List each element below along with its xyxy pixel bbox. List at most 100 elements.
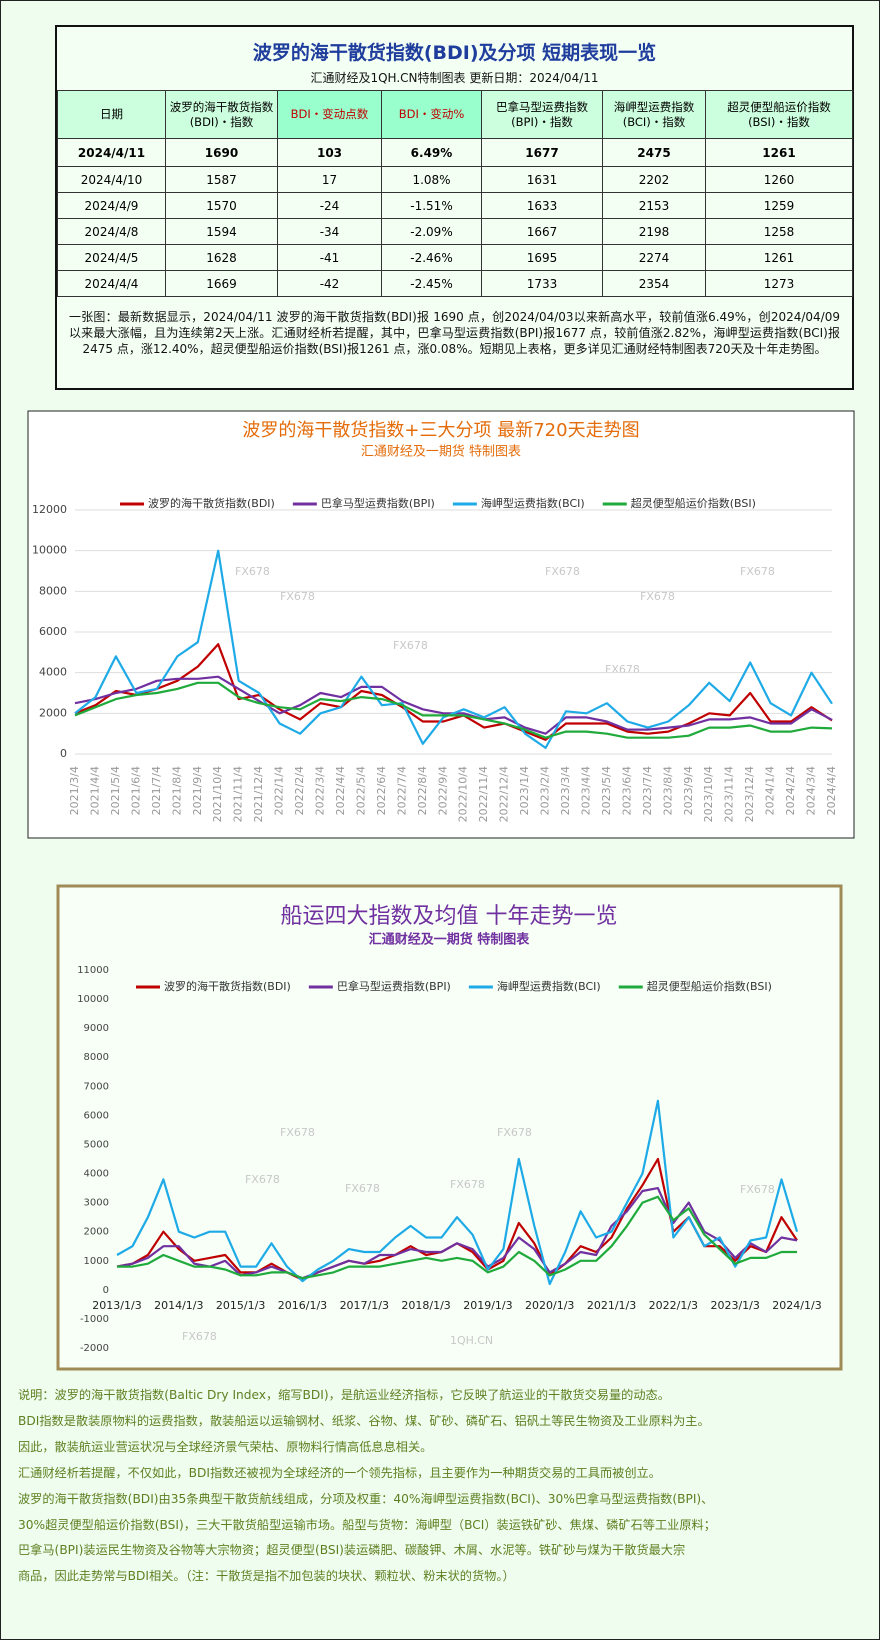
x-tick-label: 2022/1/3 (649, 1299, 698, 1312)
table-cell: 2274 (602, 244, 706, 271)
y-tick-label: 2000 (84, 1227, 109, 1238)
table-row: 2024/4/4 1669 -42 -2.45% 1733 2354 1273 (57, 270, 853, 297)
table-cell: 6.49% (381, 138, 482, 167)
header-line: (BCI)・指数 (622, 114, 686, 129)
x-tick-label: 2021/9/4 (191, 766, 204, 815)
x-tick-label: 2022/9/4 (436, 766, 449, 815)
y-tick-label: 2000 (39, 706, 67, 719)
x-tick-label: 2023/4/4 (579, 766, 592, 815)
header-line: 巴拿马型运费指数 (496, 99, 588, 114)
legend-label: 波罗的海干散货指数(BDI) (164, 979, 291, 993)
header-line: (BDI)・指数 (189, 114, 254, 129)
table-cell: 17 (277, 166, 382, 193)
explanation-line: BDI指数是散装原物料的运费指数，散装船运以运输钢材、纸浆、谷物、煤、矿砂、磷矿… (18, 1413, 710, 1428)
x-tick-label: 2022/12/4 (498, 766, 511, 822)
y-tick-label: 0 (103, 1285, 109, 1296)
chart-title: 波罗的海干散货指数+三大分项 最新720天走势图 (242, 420, 639, 441)
y-tick-label: 7000 (84, 1081, 109, 1092)
explanation-line: 说明：波罗的海干散货指数(Baltic Dry Index，缩写BDI)，是航运… (18, 1388, 670, 1402)
x-tick-label: 2021/5/4 (109, 766, 122, 815)
x-tick-label: 2021/11/4 (232, 766, 245, 822)
table-row: 2024/4/10 1587 17 1.08% 1631 2202 1260 (57, 166, 853, 193)
column-header: BDI・变动点数 (277, 90, 382, 139)
x-tick-label: 2023/3/4 (559, 766, 572, 815)
y-tick-label: 6000 (84, 1110, 109, 1121)
legend-label: 巴拿马型运费指数(BPI) (337, 979, 451, 993)
watermark: FX678 (497, 1126, 532, 1139)
x-tick-label: 2022/8/4 (416, 766, 429, 815)
table-cell: -2.09% (381, 218, 482, 245)
table-cell: 1633 (481, 192, 603, 219)
table-cell: 1669 (165, 270, 278, 297)
series-line (74, 681, 833, 739)
watermark: FX678 (235, 565, 270, 578)
header-line: 超灵便型船运价指数 (727, 99, 831, 114)
legend-label: 巴拿马型运费指数(BPI) (321, 496, 435, 510)
x-tick-label: 2022/7/4 (395, 766, 408, 815)
watermark: FX678 (740, 1183, 775, 1196)
y-tick-label: 1000 (84, 1256, 109, 1267)
chart-subtitle: 汇通财经及一期货 特制图表 (361, 444, 521, 460)
explanation-line: 波罗的海干散货指数(BDI)由35条典型干散货航线组成，分项及权重：40%海岬型… (18, 1491, 714, 1506)
header-line: (BPI)・指数 (511, 114, 573, 129)
table-row: 2024/4/9 1570 -24 -1.51% 1633 2153 1259 (57, 192, 853, 219)
x-tick-label: 2023/7/4 (641, 766, 654, 815)
column-header: 日期 (57, 90, 166, 139)
x-tick-label: 2022/5/4 (354, 766, 367, 815)
y-tick-label: -2000 (80, 1343, 109, 1354)
chart-subtitle: 汇通财经及一期货 特制图表 (369, 932, 531, 948)
x-tick-label: 2021/3/4 (68, 766, 81, 815)
x-tick-label: 2021/10/4 (211, 766, 224, 822)
table-cell: 1260 (705, 166, 853, 193)
x-tick-label: 2021/8/4 (170, 766, 183, 815)
summary-subtitle: 汇通财经及1QH.CN特制图表 更新日期：2024/04/11 (310, 71, 599, 85)
table-cell: 1259 (705, 192, 853, 219)
y-tick-label: 3000 (84, 1198, 109, 1209)
x-tick-label: 2023/5/4 (600, 766, 613, 815)
x-tick-label: 2023/12/4 (743, 766, 756, 822)
watermark: 1QH.CN (450, 1334, 493, 1347)
header-line: 海岬型运费指数 (613, 99, 695, 114)
header-line: 日期 (100, 107, 123, 121)
watermark: FX678 (345, 1182, 380, 1195)
table-cell: -34 (277, 218, 382, 245)
x-tick-label: 2023/8/4 (661, 766, 674, 815)
x-tick-label: 2019/1/3 (463, 1299, 512, 1312)
x-tick-label: 2022/4/4 (334, 766, 347, 815)
x-tick-label: 2022/6/4 (375, 766, 388, 815)
table-cell: -41 (277, 244, 382, 271)
x-tick-label: 2022/3/4 (314, 766, 327, 815)
watermark: FX678 (393, 639, 428, 652)
x-tick-label: 2023/10/4 (702, 766, 715, 822)
table-cell: 1.08% (381, 166, 482, 193)
x-tick-label: 2024/1/3 (772, 1299, 821, 1312)
series-line (74, 549, 833, 749)
y-tick-label: 10000 (77, 994, 109, 1005)
x-tick-label: 2023/1/3 (710, 1299, 759, 1312)
table-cell: 2354 (602, 270, 706, 297)
table-cell: -24 (277, 192, 382, 219)
column-header: BDI・变动% (381, 90, 482, 139)
watermark: FX678 (740, 565, 775, 578)
watermark: FX678 (450, 1178, 485, 1191)
explanation-line: 30%超灵便型船运价指数(BSI)，三大干散货船型运输市场。船型与货物：海岬型（… (18, 1517, 716, 1532)
column-header: 波罗的海干散货指数 (BDI)・指数 (165, 90, 278, 139)
x-tick-label: 2016/1/3 (278, 1299, 327, 1312)
table-cell: 1570 (165, 192, 278, 219)
series-line (117, 1195, 797, 1280)
table-row: 2024/4/11 1690 103 6.49% 1677 2475 1261 (57, 138, 853, 167)
summary-panel: 波罗的海干散货指数(BDI)及分项 短期表现一览 汇通财经及1QH.CN特制图表… (55, 25, 854, 390)
watermark: FX678 (545, 565, 580, 578)
legend-label: 超灵便型船运价指数(BSI) (647, 979, 772, 993)
y-tick-label: 12000 (32, 503, 67, 516)
table-cell: -1.51% (381, 192, 482, 219)
y-tick-label: 6000 (39, 625, 67, 638)
table-cell: 2475 (602, 138, 706, 167)
table-cell: 2024/4/9 (57, 192, 166, 219)
series-line (116, 1099, 799, 1286)
table-cell: 2198 (602, 218, 706, 245)
chart-box (56, 884, 843, 1371)
table-cell: 1258 (705, 218, 853, 245)
x-tick-label: 2022/10/4 (457, 766, 470, 822)
